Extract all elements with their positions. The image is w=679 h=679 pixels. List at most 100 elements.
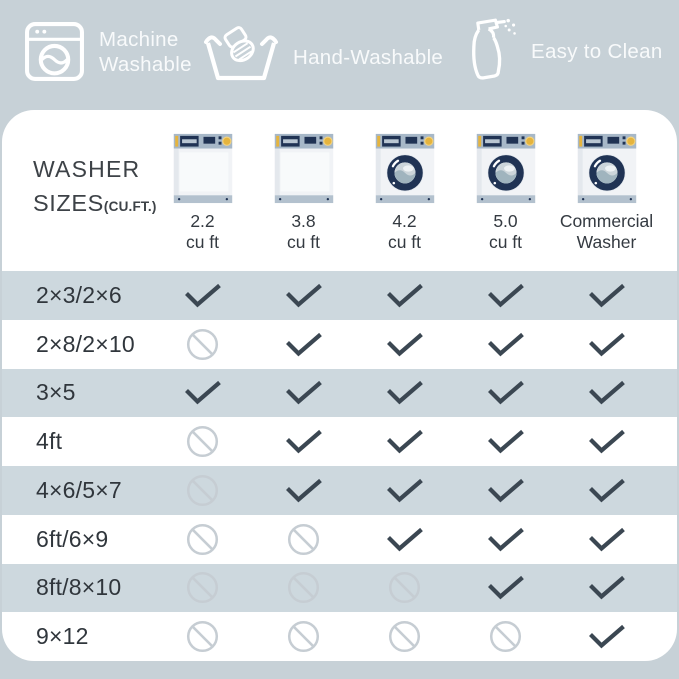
compatibility-cell <box>152 620 253 653</box>
rug-size-label: 8ft/8×10 <box>36 574 122 601</box>
compatibility-cell <box>253 478 354 503</box>
prohibited-icon <box>186 474 219 506</box>
compatibility-cell <box>253 332 354 357</box>
prohibited-icon <box>489 621 522 653</box>
rug-size-label: 9×12 <box>36 623 89 650</box>
washer-column-1: 2.2 cu ft <box>152 110 253 271</box>
badge-label: Machine Washable <box>99 27 192 76</box>
check-icon <box>487 576 524 600</box>
table-row: 6ft/6×9 <box>2 515 677 564</box>
check-icon <box>588 478 625 503</box>
compatibility-cell <box>253 380 354 405</box>
compatibility-cell <box>354 283 455 308</box>
compatibility-cell <box>556 283 657 308</box>
compatibility-cell <box>455 283 556 308</box>
compatibility-cell <box>253 620 354 653</box>
compatibility-cell <box>455 620 556 653</box>
compatibility-cell <box>455 527 556 552</box>
washer-column-2: 3.8 cu ft <box>253 110 354 271</box>
rug-size-label: 2×8/2×10 <box>36 330 135 357</box>
badge-hand-washable: Hand-Washable <box>203 26 443 88</box>
rug-size-label: 4ft <box>36 428 63 455</box>
washer-illustration <box>476 133 535 204</box>
table-row: 4ft <box>2 417 677 466</box>
washer-size-label: Commercial Washer <box>559 211 654 253</box>
badge-easy-to-clean: Easy to Clean <box>468 17 663 86</box>
care-badges: Machine Washable Hand-Washable <box>0 0 679 110</box>
prohibited-icon <box>186 426 219 458</box>
compatibility-cell <box>354 571 455 604</box>
check-icon <box>184 381 221 405</box>
compatibility-cell <box>152 523 253 556</box>
washer-illustration <box>577 133 636 204</box>
compatibility-cell <box>455 332 556 357</box>
badge-machine-washable: Machine Washable <box>24 21 209 82</box>
prohibited-icon <box>186 328 219 360</box>
check-icon <box>588 381 625 405</box>
prohibited-icon <box>287 523 320 555</box>
compatibility-cell <box>556 429 657 454</box>
title-line-1: WASHER <box>33 156 141 182</box>
check-icon <box>285 430 322 454</box>
badge-label: Easy to Clean <box>531 40 663 63</box>
washer-column-4: 5.0 cu ft <box>455 110 556 271</box>
washing-machine-icon <box>25 22 84 81</box>
prohibited-icon <box>186 621 219 653</box>
compatibility-cell <box>253 283 354 308</box>
spray-bottle-icon <box>472 18 516 80</box>
check-icon <box>588 527 625 551</box>
washer-size-label: 2.2 cu ft <box>185 211 220 253</box>
compatibility-cell <box>152 328 253 361</box>
check-icon <box>588 625 625 649</box>
washer-illustration <box>274 133 333 204</box>
check-icon <box>588 430 625 454</box>
compatibility-cell <box>455 429 556 454</box>
compatibility-cell <box>556 527 657 552</box>
prohibited-icon <box>186 523 219 555</box>
check-icon <box>487 381 524 405</box>
washer-illustration <box>173 133 232 204</box>
compatibility-cell <box>253 571 354 604</box>
washer-illustration <box>375 133 434 204</box>
check-icon <box>588 332 625 356</box>
washer-size-label: 3.8 cu ft <box>286 211 321 253</box>
compatibility-cell <box>253 429 354 454</box>
compatibility-cell <box>152 283 253 308</box>
washer-size-label: 5.0 cu ft <box>488 211 523 253</box>
prohibited-icon <box>287 572 320 604</box>
check-icon <box>285 332 322 356</box>
compatibility-cell <box>152 474 253 507</box>
check-icon <box>184 283 221 308</box>
table-row: 3×5 <box>2 368 677 418</box>
check-icon <box>487 283 524 308</box>
title-unit-note: (CU.FT.) <box>103 199 157 214</box>
compatibility-cell <box>354 620 455 653</box>
check-icon <box>386 478 423 503</box>
compatibility-cell <box>556 380 657 405</box>
check-icon <box>386 381 423 405</box>
washer-column-3: 4.2 cu ft <box>354 110 455 271</box>
badge-label: Hand-Washable <box>293 45 444 69</box>
table-row: 8ft/8×10 <box>2 563 677 613</box>
compatibility-cell <box>253 523 354 556</box>
compatibility-cell <box>455 575 556 600</box>
check-icon <box>386 283 423 308</box>
compatibility-cell <box>556 478 657 503</box>
table-row: 2×3/2×6 <box>2 271 677 320</box>
check-icon <box>487 332 524 356</box>
compatibility-cell <box>152 425 253 458</box>
check-icon <box>386 430 423 454</box>
check-icon <box>285 381 322 405</box>
check-icon <box>588 283 625 308</box>
washer-size-table: WASHER SIZES(CU.FT.) 2.2 cu ft <box>2 110 677 661</box>
compatibility-cell <box>556 332 657 357</box>
rug-size-label: 4×6/5×7 <box>36 476 122 503</box>
compatibility-cell <box>354 478 455 503</box>
size-rows: 2×3/2×6 2×8/2×10 3×5 4ft <box>2 271 677 661</box>
title-line-2: SIZES(CU.FT.) <box>33 190 157 216</box>
compatibility-cell <box>556 624 657 649</box>
compatibility-cell <box>152 571 253 604</box>
check-icon <box>285 283 322 308</box>
table-header: WASHER SIZES(CU.FT.) 2.2 cu ft <box>2 110 677 271</box>
